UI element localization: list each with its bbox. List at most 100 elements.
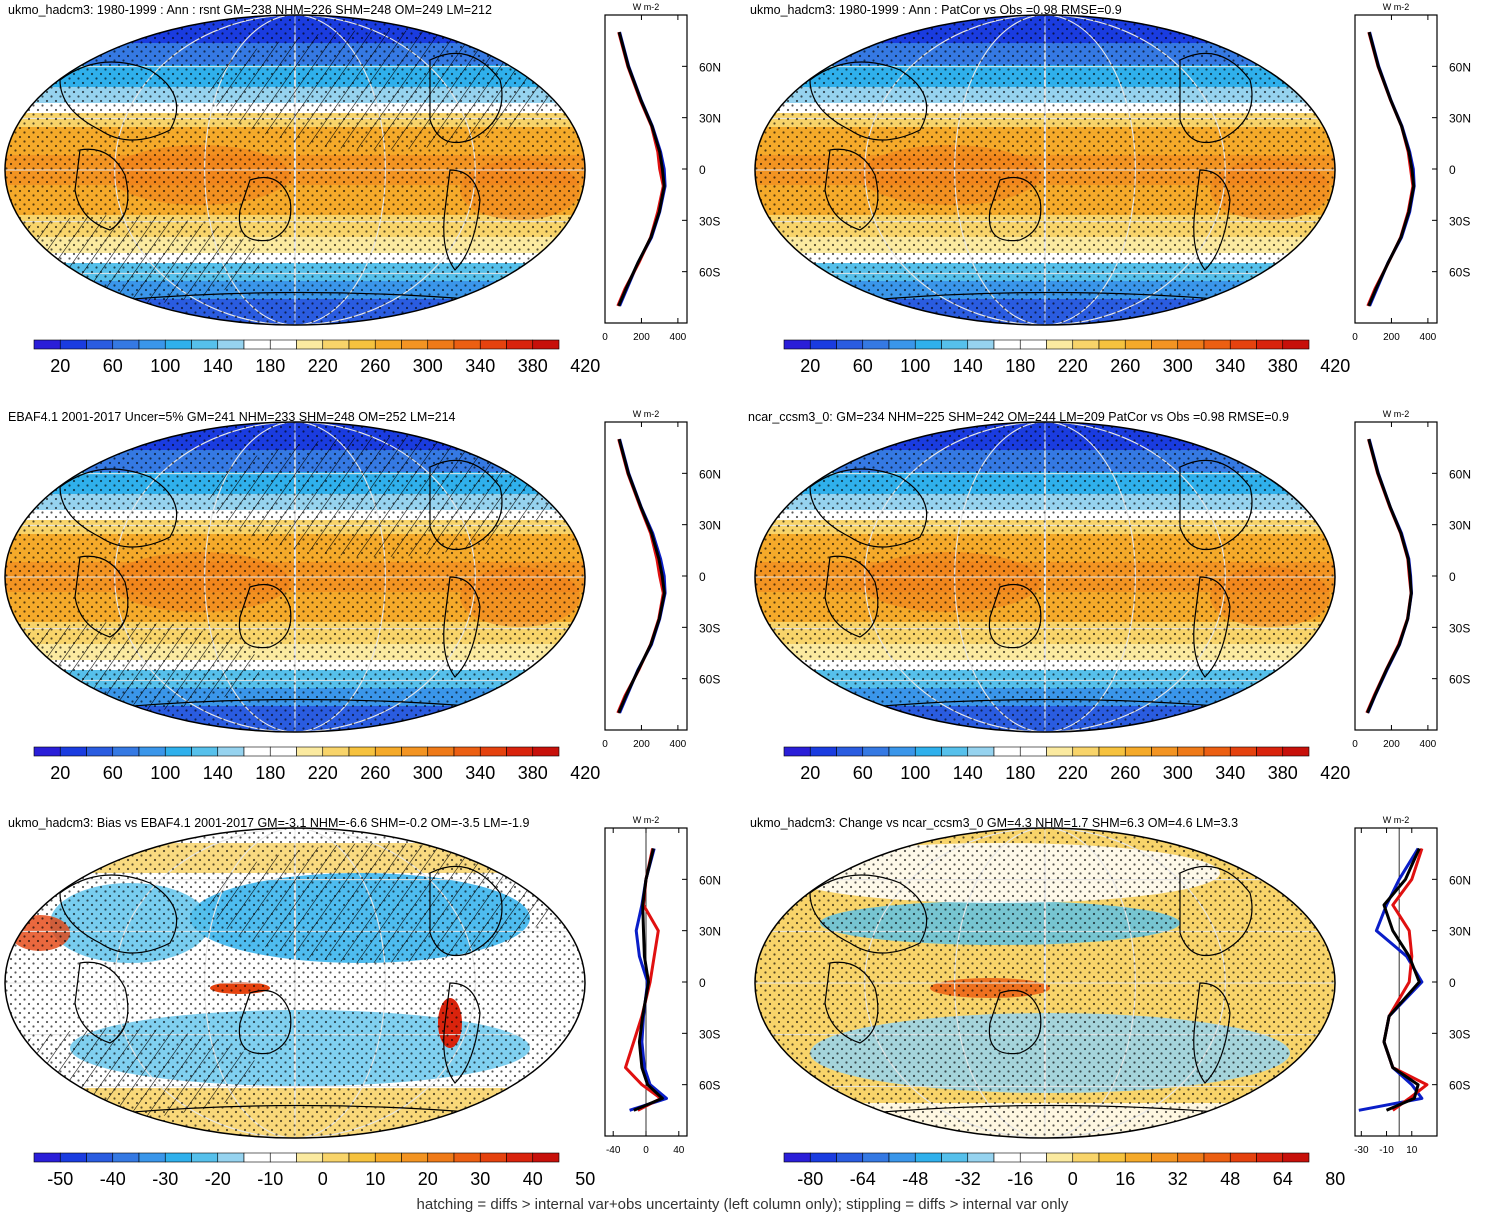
- colorbar-swatch: [33, 746, 61, 757]
- panel-2: ukmo_hadcm3: 1980-1999 : Ann : PatCor vs…: [750, 2, 1471, 376]
- colorbar-swatch: [1098, 746, 1126, 757]
- colorbar-label: 180: [1005, 356, 1035, 376]
- colorbar-swatch: [506, 1152, 534, 1163]
- zonal-profile: W m-2 0 200 400 60N 30N 0 30S 60S: [1352, 2, 1471, 343]
- colorbar-swatch: [59, 1152, 87, 1163]
- colorbar-swatch: [1019, 1152, 1047, 1163]
- profile-line: [1367, 31, 1416, 307]
- profile-ytick-label: 60N: [1449, 60, 1471, 74]
- colorbar-swatch: [1072, 746, 1100, 757]
- colorbar-label: 60: [103, 356, 123, 376]
- colorbar-swatch: [1229, 746, 1257, 757]
- profile-ytick-label: 30N: [699, 112, 721, 126]
- zonal-profile: W m-2 -30 -10 10 60N 30N 0 30S 60S: [1354, 815, 1471, 1156]
- map-field: [5, 828, 585, 1138]
- colorbar-swatch: [783, 746, 811, 757]
- colorbar-swatch: [164, 746, 192, 757]
- colorbar-label: 340: [465, 763, 495, 783]
- zonal-profile: W m-2 -40 0 40 60N 30N 0 30S 60S: [604, 815, 721, 1156]
- zonal-profile: W m-2 0 200 400 60N 30N 0 30S 60S: [602, 409, 721, 750]
- colorbar-swatch: [269, 746, 297, 757]
- colorbar-swatch: [532, 746, 560, 757]
- colorbar-swatch: [532, 1152, 560, 1163]
- colorbar-swatch: [1282, 1152, 1310, 1163]
- colorbar-swatch: [1256, 746, 1284, 757]
- colorbar-swatch: [322, 339, 350, 350]
- colorbar-swatch: [138, 339, 166, 350]
- colorbar-swatch: [112, 746, 140, 757]
- colorbar-swatch: [1177, 746, 1205, 757]
- colorbar-swatch: [888, 746, 916, 757]
- colorbar-swatch: [296, 746, 324, 757]
- colorbar-swatch: [1046, 746, 1074, 757]
- profile-xtick-label: -30: [1354, 1145, 1369, 1156]
- profile-ytick-label: 30N: [1449, 519, 1471, 533]
- map-field: [755, 828, 1335, 1138]
- profile-frame: [1354, 827, 1438, 1137]
- colorbar-label: -16: [1007, 1169, 1033, 1189]
- profile-xtick-label: 0: [643, 1145, 649, 1156]
- profile-xtick-label: 0: [1352, 739, 1358, 750]
- profile-unit: W m-2: [1383, 409, 1410, 419]
- colorbar-label: -20: [205, 1169, 231, 1189]
- colorbar-label: 60: [853, 356, 873, 376]
- colorbar-label: 180: [255, 763, 285, 783]
- colorbar-label: 420: [570, 763, 600, 783]
- colorbar-label: 20: [50, 356, 70, 376]
- profile-frame: [604, 421, 688, 731]
- colorbar-swatch: [112, 1152, 140, 1163]
- colorbar-label: 100: [150, 763, 180, 783]
- profile-ytick-label: 30S: [1449, 1027, 1470, 1041]
- colorbar-swatch: [479, 339, 507, 350]
- colorbar-swatch: [1203, 746, 1231, 757]
- colorbar-label: -64: [850, 1169, 876, 1189]
- panel-6: ukmo_hadcm3: Change vs ncar_ccsm3_0 GM=4…: [750, 815, 1471, 1189]
- colorbar-label: 180: [255, 356, 285, 376]
- map-border: [754, 827, 1336, 1139]
- colorbar-swatch: [479, 746, 507, 757]
- profile-ytick-label: 0: [1449, 163, 1456, 177]
- colorbar-swatch: [1256, 1152, 1284, 1163]
- profile-xtick-label: -40: [606, 1145, 621, 1156]
- colorbar-label: 50: [575, 1169, 595, 1189]
- profile-unit: W m-2: [633, 409, 660, 419]
- colorbar-swatch: [453, 746, 481, 757]
- profile-line: [1366, 438, 1413, 714]
- colorbar-swatch: [1098, 1152, 1126, 1163]
- colorbar-label: 100: [150, 356, 180, 376]
- colorbar-label: 0: [318, 1169, 328, 1189]
- colorbar-label: 300: [1163, 763, 1193, 783]
- profile-xtick-label: 0: [1352, 332, 1358, 343]
- colorbar-swatch: [506, 339, 534, 350]
- map-border: [4, 421, 586, 733]
- colorbar-swatch: [296, 1152, 324, 1163]
- colorbar-swatch: [1151, 339, 1179, 350]
- panel-title: ncar_ccsm3_0: GM=234 NHM=225 SHM=242 OM=…: [748, 410, 1289, 424]
- colorbar-swatch: [86, 746, 114, 757]
- colorbar-swatch: [269, 1152, 297, 1163]
- colorbar-label: 380: [1268, 356, 1298, 376]
- colorbar-swatch: [783, 339, 811, 350]
- hatching-overlay: [210, 843, 550, 963]
- colorbar-label: 20: [50, 763, 70, 783]
- panel-title: ukmo_hadcm3: Bias vs EBAF4.1 2001-2017 G…: [8, 816, 529, 830]
- profile-xtick-label: 400: [670, 332, 687, 343]
- profile-line: [633, 848, 664, 1112]
- profile-line: [1382, 847, 1421, 1112]
- colorbar-swatch: [112, 339, 140, 350]
- colorbar-swatch: [243, 339, 271, 350]
- colorbar-swatch: [1019, 339, 1047, 350]
- profile-xtick-label: -10: [1379, 1145, 1394, 1156]
- panel-4: ncar_ccsm3_0: GM=234 NHM=225 SHM=242 OM=…: [748, 409, 1471, 783]
- profile-unit: W m-2: [633, 2, 660, 12]
- colorbar-swatch: [836, 1152, 864, 1163]
- colorbar-swatch: [809, 339, 837, 350]
- profile-ytick-label: 30S: [699, 1027, 720, 1041]
- profile-xtick-label: 200: [1383, 332, 1400, 343]
- colorbar-label: 60: [103, 763, 123, 783]
- colorbar-swatch: [217, 746, 245, 757]
- colorbar-label: 340: [1215, 356, 1245, 376]
- colorbar-swatch: [1072, 339, 1100, 350]
- colorbar-label: 0: [1068, 1169, 1078, 1189]
